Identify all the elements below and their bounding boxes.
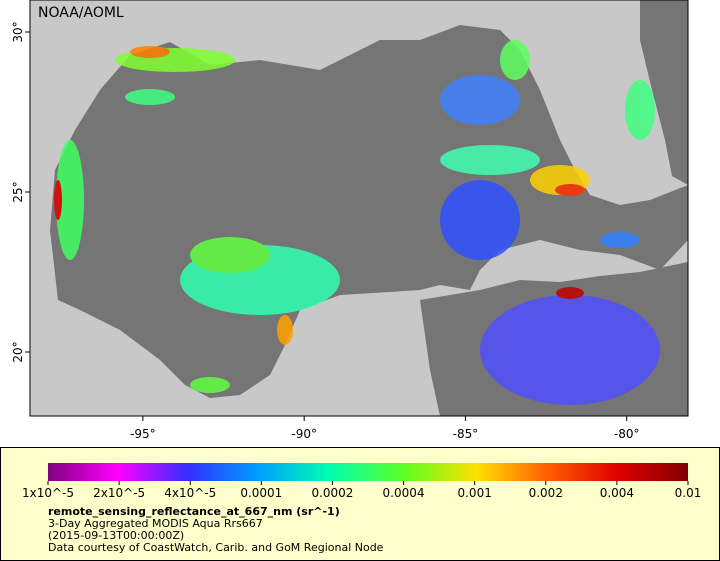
y-tick-label: 20° — [11, 341, 25, 362]
reflectance-patches — [54, 40, 660, 405]
y-tick-label: 30° — [11, 21, 25, 42]
colorbar-label: 0.01 — [675, 486, 702, 500]
colorbar-label: 4x10^-5 — [164, 486, 216, 500]
legend-title: remote_sensing_reflectance_at_667_nm (sr… — [48, 505, 340, 518]
x-tick-label: -80° — [614, 427, 640, 441]
colorbar-label: 1x10^-5 — [22, 486, 74, 500]
map-frame — [29, 0, 689, 417]
y-tick-label: 25° — [11, 181, 25, 202]
legend-line: 3-Day Aggregated MODIS Aqua Rrs667 — [48, 517, 263, 530]
x-tick-label: -95° — [130, 427, 156, 441]
x-tick-label: -85° — [453, 427, 479, 441]
colorbar-label: 0.001 — [457, 486, 491, 500]
legend-line: (2015-09-13T00:00:00Z) — [48, 529, 184, 542]
colorbar-label: 0.0001 — [240, 486, 282, 500]
legend: 1x10^-5 2x10^-5 4x10^-5 0.0001 0.0002 0.0004 0… — [22, 481, 701, 554]
map — [30, 0, 688, 416]
legend-line: Data courtesy of CoastWatch, Carib. and … — [48, 541, 384, 554]
axes: -95° -90° -85° -80° 30° 25° 20° — [11, 21, 640, 441]
colorbar — [48, 463, 688, 481]
colorbar-label: 0.004 — [600, 486, 634, 500]
credit: NOAA/AOML — [38, 5, 124, 21]
colorbar-label: 0.0002 — [311, 486, 353, 500]
colorbar-label: 0.002 — [529, 486, 563, 500]
colorbar-label: 2x10^-5 — [93, 486, 145, 500]
atlantic-ocean — [640, 0, 688, 185]
x-tick-label: -90° — [291, 427, 317, 441]
colorbar-label: 0.0004 — [383, 486, 425, 500]
